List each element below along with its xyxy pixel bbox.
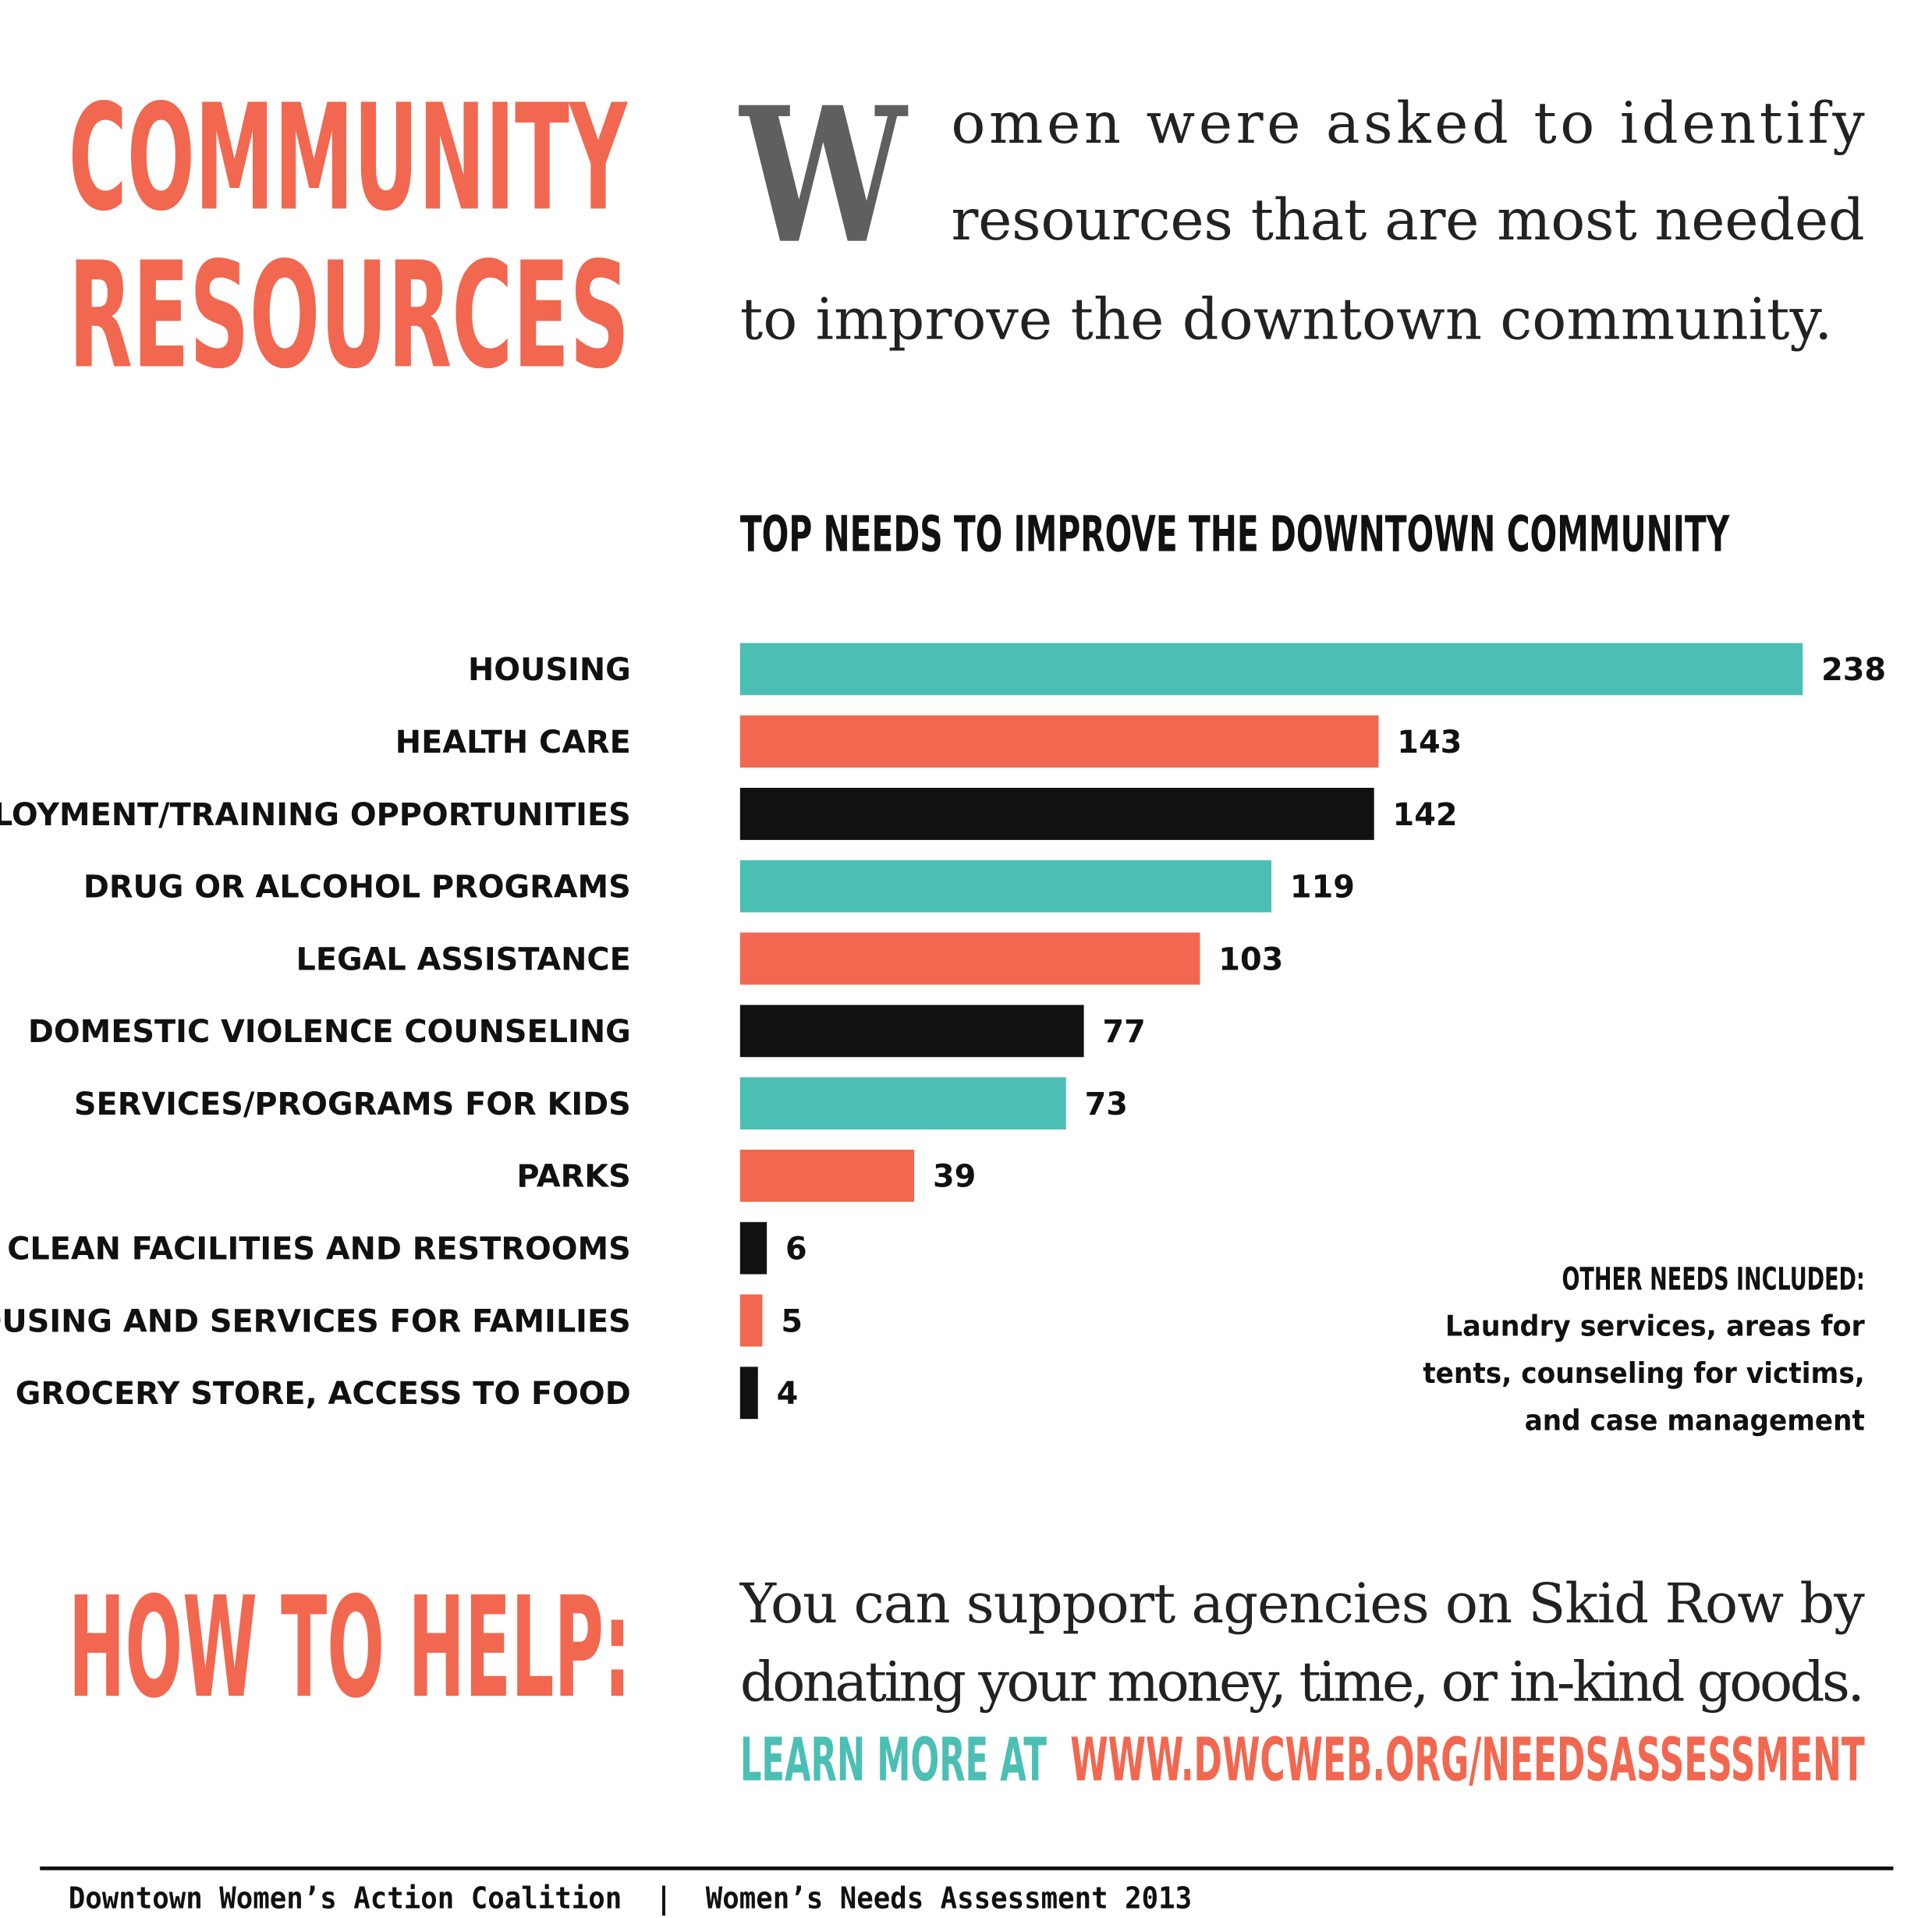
category-label: HOUSING AND SERVICES FOR FAMILIES bbox=[0, 1303, 631, 1339]
value-label: 77 bbox=[1102, 1014, 1145, 1050]
note-text: tents, counseling for victims, bbox=[1423, 1356, 1865, 1390]
category-label: DOMESTIC VIOLENCE COUNSELING bbox=[28, 1014, 631, 1050]
value-label: 142 bbox=[1393, 797, 1458, 833]
intro-text: resources that are most needed bbox=[951, 187, 1864, 253]
bar bbox=[739, 1367, 758, 1420]
title: COMMUNITY bbox=[69, 73, 628, 243]
category-label: CLEAN FACILITIES AND RESTROOMS bbox=[7, 1232, 631, 1267]
value-label: 103 bbox=[1218, 941, 1283, 977]
bar bbox=[739, 788, 1374, 840]
category-label: LEGAL ASSISTANCE bbox=[296, 941, 631, 977]
value-label: 238 bbox=[1821, 652, 1886, 688]
bar bbox=[739, 1077, 1066, 1130]
bar bbox=[739, 860, 1272, 913]
drop-cap: W bbox=[738, 67, 908, 285]
value-label: 119 bbox=[1290, 870, 1355, 906]
category-label: HEALTH CARE bbox=[395, 725, 631, 760]
value-label: 143 bbox=[1397, 725, 1462, 760]
category-label: GROCERY STORE, ACCESS TO FOOD bbox=[16, 1376, 631, 1412]
value-label: 5 bbox=[781, 1303, 803, 1339]
intro-text: omen were asked to identify bbox=[951, 90, 1865, 157]
bar bbox=[739, 643, 1803, 696]
bar bbox=[739, 1005, 1084, 1058]
category-label: PARKS bbox=[516, 1159, 630, 1195]
value-label: 4 bbox=[777, 1376, 799, 1412]
bar bbox=[739, 715, 1379, 768]
help-heading: HOW TO HELP: bbox=[69, 1568, 631, 1729]
bar bbox=[739, 932, 1200, 985]
title: RESOURCES bbox=[69, 232, 629, 402]
intro-text: to improve the downtown community. bbox=[740, 287, 1833, 353]
url-link[interactable]: WWW.DWCWEB.ORG/NEEDSASSESSMENT bbox=[1070, 1725, 1865, 1795]
chart-title: TOP NEEDS TO IMPROVE THE DOWNTOWN COMMUN… bbox=[740, 506, 1730, 564]
value-label: 39 bbox=[933, 1159, 976, 1195]
note-text: and case management bbox=[1525, 1404, 1865, 1438]
learn-more[interactable]: LEARN MORE AT bbox=[740, 1725, 1047, 1795]
bar bbox=[739, 1149, 915, 1202]
category-label: EMPLOYMENT/TRAINING OPPORTUNITIES bbox=[0, 797, 631, 833]
bar-chart: HOUSING 238 HEALTH CARE 143 EMPLOYMENT/TRAIN… bbox=[0, 643, 1886, 1420]
note-heading: OTHER NEEDS INCLUDED: bbox=[1562, 1262, 1864, 1298]
category-label: SERVICES/PROGRAMS FOR KIDS bbox=[74, 1087, 631, 1122]
category-label: HOUSING bbox=[468, 652, 631, 688]
help-text: donating your money, time, or in-kind go… bbox=[740, 1650, 1865, 1714]
value-label: 73 bbox=[1085, 1087, 1128, 1122]
value-label: 6 bbox=[785, 1232, 807, 1267]
help-text: You can support agencies on Skid Row by bbox=[739, 1572, 1865, 1636]
bar bbox=[739, 1221, 767, 1275]
bar bbox=[739, 1294, 763, 1347]
category-label: DRUG OR ALCOHOL PROGRAMS bbox=[83, 870, 631, 906]
note-text: Laundry services, areas for bbox=[1445, 1310, 1865, 1343]
footer-text: Downtown Women’s Action Coalition | Wome… bbox=[69, 1881, 1192, 1916]
